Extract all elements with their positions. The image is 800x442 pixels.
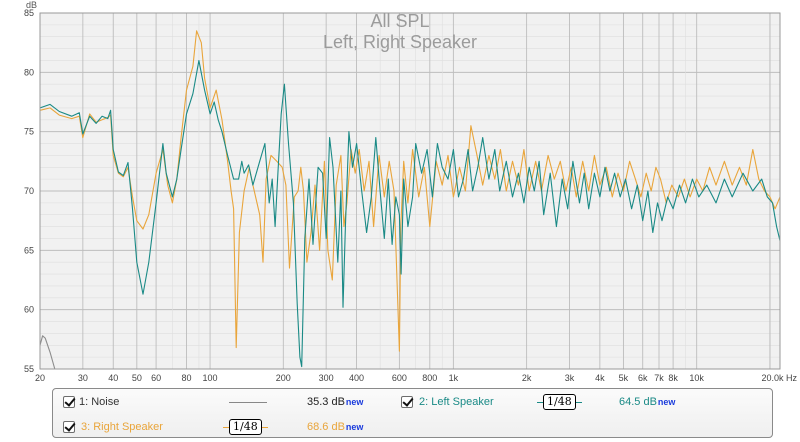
legend-item-right-speaker[interactable]: 3: Right Speaker	[63, 415, 163, 439]
right-smoothing[interactable]: 1/48	[223, 415, 268, 439]
series-line-1	[39, 59, 781, 368]
x-tick-label: 20.0k Hz	[761, 373, 797, 383]
spl-chart[interactable]: 55 60 65 70 75 80 85 20 30 40 50 60 80 100 200 300 400 60…	[0, 0, 800, 385]
x-tick-label: 10k	[689, 373, 704, 383]
y-tick-label: 55	[24, 364, 34, 374]
x-tick-label: 7k	[654, 373, 664, 383]
x-tick-label: 30	[78, 373, 88, 383]
y-tick-label: 65	[24, 245, 34, 255]
x-tick-label: 8k	[668, 373, 678, 383]
x-tick-label: 100	[203, 373, 218, 383]
x-tick-label: 200	[276, 373, 291, 383]
legend-item-noise[interactable]: 1: Noise	[63, 390, 119, 414]
right-speaker-label: 3: Right Speaker	[81, 421, 163, 433]
y-axis-label: dB	[26, 0, 37, 10]
left-speaker-checkbox[interactable]	[401, 396, 413, 408]
chart-subtitle: Left, Right Speaker	[323, 32, 477, 52]
noise-label: 1: Noise	[79, 396, 120, 408]
grid	[39, 12, 780, 370]
noise-new-badge: new	[345, 397, 364, 407]
noise-line-icon	[229, 401, 267, 403]
x-tick-label: 60	[151, 373, 161, 383]
plot-frame	[39, 12, 781, 370]
right-smoothing-icon: 1/48	[223, 419, 268, 435]
noise-level: 35.3 dB new	[307, 390, 363, 414]
left-speaker-label: 2: Left Speaker	[419, 396, 494, 408]
y-tick-label: 85	[24, 8, 34, 18]
x-tick-label: 300	[319, 373, 334, 383]
legend-item-left-speaker[interactable]: 2: Left Speaker	[401, 390, 494, 414]
x-tick-label: 6k	[638, 373, 648, 383]
y-tick-label: 80	[24, 67, 34, 77]
curves	[39, 30, 781, 370]
left-speaker-value: 64.5 dB	[619, 396, 657, 408]
noise-swatch	[229, 390, 267, 414]
x-tick-label: 400	[349, 373, 364, 383]
y-tick-label: 75	[24, 127, 34, 137]
x-tick-label: 80	[181, 373, 191, 383]
right-smoothing-value: 1/48	[229, 419, 262, 435]
left-smoothing-value: 1/48	[543, 394, 576, 410]
series-line-0	[39, 335, 56, 370]
y-tick-label: 70	[24, 186, 34, 196]
right-speaker-value: 68.6 dB	[307, 421, 345, 433]
x-tick-label: 800	[422, 373, 437, 383]
x-tick-label: 50	[132, 373, 142, 383]
chart-title: All SPL	[370, 11, 429, 31]
x-tick-label: 5k	[619, 373, 629, 383]
x-tick-label: 1k	[449, 373, 459, 383]
x-tick-label: 20	[35, 373, 45, 383]
x-tick-label: 600	[392, 373, 407, 383]
right-speaker-checkbox[interactable]	[63, 421, 75, 433]
legend-panel: 1: Noise 35.3 dB new 2: Left Speaker 1/48…	[52, 388, 773, 438]
right-level: 68.6 dB new	[307, 415, 363, 439]
y-tick-label: 60	[24, 305, 34, 315]
right-new-badge: new	[345, 422, 364, 432]
x-tick-label: 4k	[595, 373, 605, 383]
tick-labels: 55 60 65 70 75 80 85 20 30 40 50 60 80 100 200 300 400 60…	[24, 8, 798, 383]
noise-checkbox[interactable]	[63, 396, 75, 408]
x-tick-label: 40	[108, 373, 118, 383]
left-smoothing-icon: 1/48	[537, 394, 582, 410]
noise-value: 35.3 dB	[307, 396, 345, 408]
left-smoothing[interactable]: 1/48	[537, 390, 582, 414]
left-new-badge: new	[657, 397, 676, 407]
left-level: 64.5 dB new	[619, 390, 675, 414]
x-tick-label: 2k	[522, 373, 532, 383]
x-tick-label: 3k	[565, 373, 575, 383]
